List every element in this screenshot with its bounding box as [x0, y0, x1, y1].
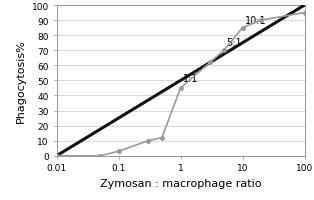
X-axis label: Zymosan : macrophage ratio: Zymosan : macrophage ratio [100, 178, 261, 188]
Text: 10:1: 10:1 [245, 16, 267, 25]
Text: 1:1: 1:1 [183, 74, 199, 84]
Y-axis label: Phagocytosis%: Phagocytosis% [16, 39, 26, 123]
Text: 5:1: 5:1 [226, 38, 242, 48]
